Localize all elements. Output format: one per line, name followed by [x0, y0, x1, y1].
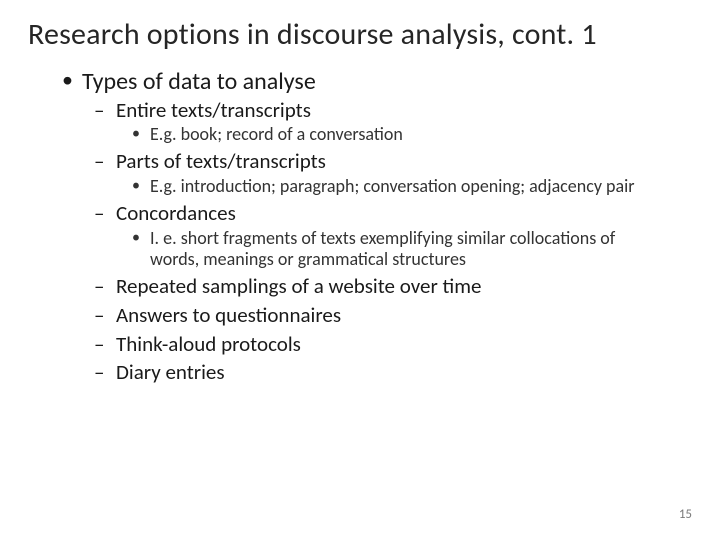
bullet-list-lvl3: I. e. short fragments of texts exemplify… — [116, 228, 692, 272]
lvl1-item: Types of data to analyse Entire texts/tr… — [82, 67, 692, 386]
lvl2-item: Concordances I. e. short fragments of te… — [116, 201, 692, 272]
lvl2-text: Parts of texts/transcripts — [116, 148, 326, 174]
lvl3-item: E.g. introduction; paragraph; conversati… — [150, 176, 692, 198]
lvl2-text: Entire texts/transcripts — [116, 97, 311, 123]
lvl2-text: Answers to questionnaires — [116, 302, 341, 328]
lvl2-text: Diary entries — [116, 359, 225, 385]
lvl2-item: Answers to questionnaires — [116, 303, 692, 329]
lvl2-item: Think-aloud protocols — [116, 332, 692, 358]
lvl2-text: Think-aloud protocols — [116, 331, 301, 357]
bullet-list-lvl1: Types of data to analyse Entire texts/tr… — [28, 67, 692, 386]
bullet-list-lvl3: E.g. introduction; paragraph; conversati… — [116, 176, 692, 198]
lvl2-item: Repeated samplings of a website over tim… — [116, 274, 692, 300]
slide-title: Research options in discourse analysis, … — [28, 18, 692, 53]
lvl3-item: I. e. short fragments of texts exemplify… — [150, 228, 692, 272]
bullet-list-lvl3: E.g. book; record of a conversation — [116, 124, 692, 146]
lvl2-text: Repeated samplings of a website over tim… — [116, 273, 481, 299]
bullet-list-lvl2: Entire texts/transcripts E.g. book; reco… — [82, 98, 692, 386]
lvl3-text: I. e. short fragments of texts exemplify… — [150, 227, 615, 271]
slide: Research options in discourse analysis, … — [0, 0, 720, 540]
page-number: 15 — [679, 507, 692, 522]
lvl3-item: E.g. book; record of a conversation — [150, 124, 692, 146]
lvl3-text: E.g. book; record of a conversation — [150, 123, 403, 145]
lvl2-item: Entire texts/transcripts E.g. book; reco… — [116, 98, 692, 147]
lvl2-item: Diary entries — [116, 360, 692, 386]
lvl3-text: E.g. introduction; paragraph; conversati… — [150, 175, 635, 197]
lvl1-text: Types of data to analyse — [82, 67, 316, 96]
lvl2-item: Parts of texts/transcripts E.g. introduc… — [116, 149, 692, 198]
lvl2-text: Concordances — [116, 200, 236, 226]
